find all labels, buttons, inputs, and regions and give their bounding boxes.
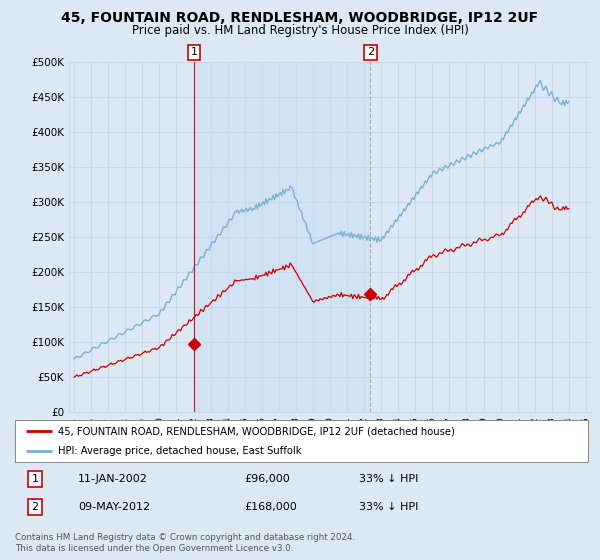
Text: 09-MAY-2012: 09-MAY-2012 xyxy=(78,502,150,512)
Text: 11-JAN-2002: 11-JAN-2002 xyxy=(78,474,148,484)
Text: 1: 1 xyxy=(191,48,198,58)
Text: £168,000: £168,000 xyxy=(244,502,297,512)
Text: 1: 1 xyxy=(32,474,38,484)
Text: Contains HM Land Registry data © Crown copyright and database right 2024.
This d: Contains HM Land Registry data © Crown c… xyxy=(15,533,355,553)
Text: HPI: Average price, detached house, East Suffolk: HPI: Average price, detached house, East… xyxy=(58,446,301,456)
Text: Price paid vs. HM Land Registry's House Price Index (HPI): Price paid vs. HM Land Registry's House … xyxy=(131,24,469,36)
Text: 45, FOUNTAIN ROAD, RENDLESHAM, WOODBRIDGE, IP12 2UF: 45, FOUNTAIN ROAD, RENDLESHAM, WOODBRIDG… xyxy=(61,11,539,25)
Text: 33% ↓ HPI: 33% ↓ HPI xyxy=(359,474,418,484)
Text: 33% ↓ HPI: 33% ↓ HPI xyxy=(359,502,418,512)
Text: 2: 2 xyxy=(31,502,38,512)
Text: 2: 2 xyxy=(367,48,374,58)
Text: £96,000: £96,000 xyxy=(244,474,290,484)
Text: 45, FOUNTAIN ROAD, RENDLESHAM, WOODBRIDGE, IP12 2UF (detached house): 45, FOUNTAIN ROAD, RENDLESHAM, WOODBRIDG… xyxy=(58,426,455,436)
Bar xyxy=(194,62,370,412)
